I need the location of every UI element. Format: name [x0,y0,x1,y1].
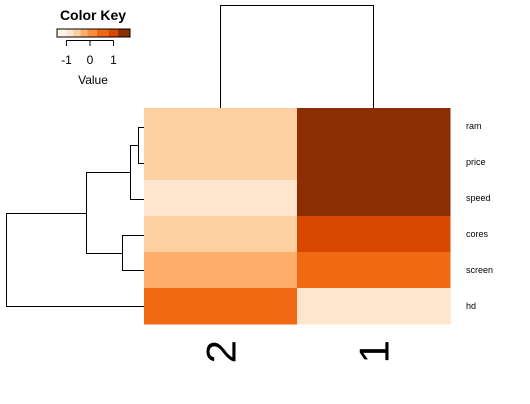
heatmap-cell-ram-2 [144,108,298,145]
color-key-border [56,28,131,38]
heatmap-cell-screen-1 [297,252,451,289]
color-key-tick-label: -1 [61,53,72,67]
row-label-screen: screen [466,265,493,275]
heatmap-cell-hd-2 [144,288,298,325]
row-dendrogram-root [6,213,144,307]
row-dendrogram-top-cluster [86,172,131,254]
row-label-ram: ram [466,121,482,131]
heatmap-cell-price-2 [144,144,298,181]
column-dendrogram [220,5,374,108]
heatmap-cell-hd-1 [297,288,451,325]
color-key-tick-label: 1 [110,53,117,67]
row-labels: ram price speed cores screen hd [466,121,493,311]
color-key-swatch [108,29,119,37]
color-key-tick-label: 0 [87,53,94,67]
color-key-title: Color Key [60,7,126,23]
color-key-swatch [87,29,98,37]
heatmap-cell-cores-2 [144,216,298,253]
heatmap-cells [144,108,451,325]
column-dendrogram-branch [220,5,374,108]
color-key-swatch [80,29,88,37]
heatmap-cell-speed-1 [297,180,451,217]
color-key-xlabel: Value [78,73,108,87]
row-dendrogram-ram-price [138,127,144,164]
color-key-swatch [73,29,81,37]
color-key: Color Key -1 0 1 Value [56,7,131,87]
row-label-hd: hd [466,301,476,311]
color-key-swatch [97,29,110,37]
color-key-ticks: -1 0 1 [61,40,117,67]
heatmap-cell-price-1 [297,144,451,181]
row-label-price: price [466,157,486,167]
row-dendrogram-ram-price-speed [130,145,144,200]
row-label-speed: speed [466,193,491,203]
row-dendrogram-cores-screen [122,235,144,271]
column-label-2: 2 [198,340,245,363]
heatmap-cell-ram-1 [297,108,451,145]
row-label-cores: cores [466,229,489,239]
color-key-swatch [118,29,131,37]
heatmap-cell-screen-2 [144,252,298,289]
column-label-1: 1 [351,340,398,363]
heatmap-cell-speed-2 [144,180,298,217]
row-dendrogram [6,127,144,307]
heatmap-cell-cores-1 [297,216,451,253]
color-key-swatches [56,28,131,38]
color-key-swatch [57,29,67,37]
color-key-swatch [66,29,74,37]
